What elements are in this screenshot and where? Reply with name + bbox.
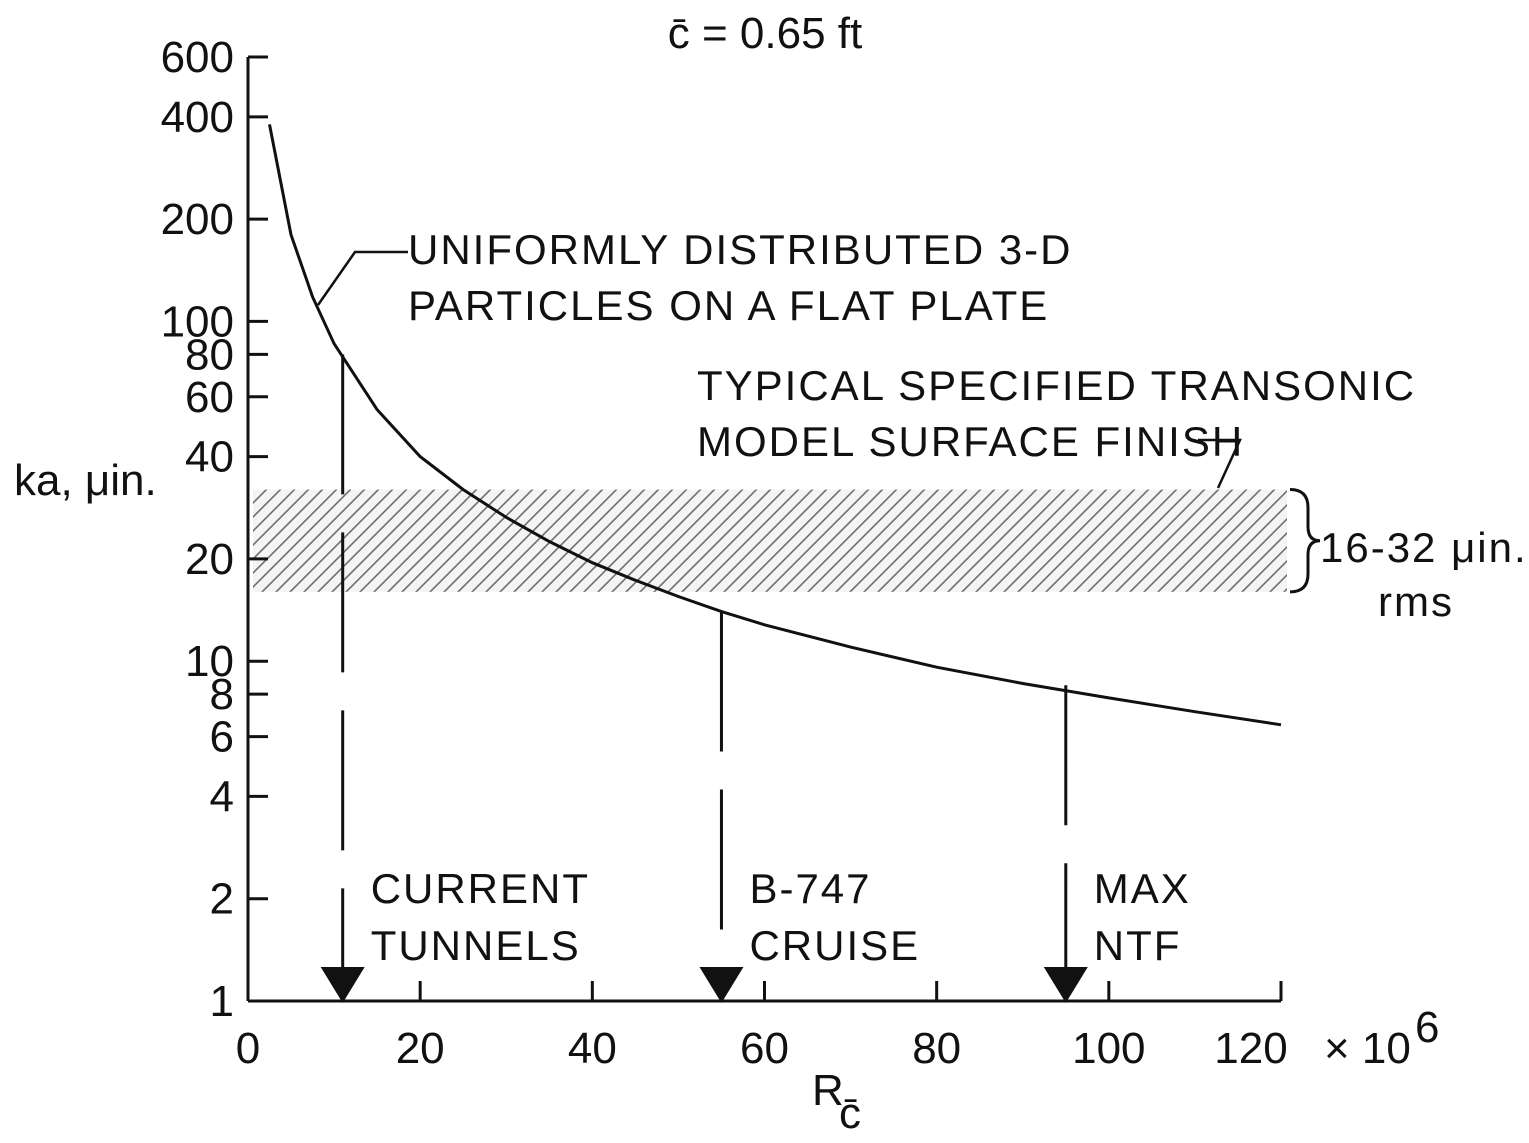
y-tick-label: 600: [161, 33, 234, 82]
y-tick-label: 80: [185, 330, 234, 379]
y-tick-label: 20: [185, 535, 234, 584]
y-tick-label: 200: [161, 195, 234, 244]
marker-label: B-747: [749, 865, 871, 912]
x-scale-label: × 10: [1324, 1024, 1411, 1073]
marker-label: TUNNELS: [371, 922, 581, 969]
y-tick-label: 400: [161, 93, 234, 142]
y-tick-label: 6: [210, 713, 234, 762]
markers: CURRENT TUNNELS B-747 CRUISE MAX NTF: [320, 354, 1191, 1003]
marker-label: MAX: [1094, 865, 1191, 912]
y-tick-label: 40: [185, 433, 234, 482]
surface-finish-band: [253, 489, 1287, 592]
x-tick-label: 20: [396, 1024, 445, 1073]
curve-label-leader: [316, 250, 408, 306]
marker-label: CURRENT: [371, 865, 590, 912]
y-tick-label: 8: [210, 670, 234, 719]
marker-label: CRUISE: [749, 922, 920, 969]
x-axis-label: R: [812, 1066, 844, 1115]
band-range-label: 16-32 μin.: [1320, 524, 1528, 571]
x-tick-label: 80: [912, 1024, 961, 1073]
curve-label-line-1: UNIFORMLY DISTRIBUTED 3-D: [408, 226, 1073, 273]
marker-arrow-icon: [699, 967, 744, 1003]
y-tick-label: 60: [185, 373, 234, 422]
x-tick-label: 120: [1214, 1024, 1287, 1073]
marker-arrow-icon: [1043, 967, 1088, 1003]
curve-label-line-2: PARTICLES ON A FLAT PLATE: [408, 282, 1049, 329]
chart-title: c̄ = 0.65 ft: [668, 9, 862, 58]
y-tick-label: 2: [210, 875, 234, 924]
y-tick-label: 10: [185, 637, 234, 686]
y-axis-label: ka, μin.: [14, 456, 157, 505]
marker-label: NTF: [1094, 922, 1182, 969]
x-tick-label: 60: [740, 1024, 789, 1073]
x-axis-label-subscript: c̄: [839, 1089, 861, 1138]
x-ticks: 0 20 40 60 80 100 120: [236, 981, 1288, 1073]
marker-arrow-icon: [320, 967, 365, 1003]
band-label-line-2: MODEL SURFACE FINISH: [697, 418, 1244, 465]
x-tick-label: 40: [568, 1024, 617, 1073]
band-label-line-1: TYPICAL SPECIFIED TRANSONIC: [697, 362, 1416, 409]
y-tick-label: 1: [210, 977, 234, 1026]
x-scale-exponent: 6: [1415, 1003, 1439, 1052]
band-label-leader: [1198, 438, 1242, 489]
band-unit-label: rms: [1378, 578, 1454, 625]
y-tick-label: 4: [210, 772, 234, 821]
x-tick-label: 100: [1072, 1024, 1145, 1073]
y-tick-label: 100: [161, 297, 234, 346]
x-tick-label: 0: [236, 1024, 260, 1073]
band-bracket: [1289, 488, 1321, 594]
